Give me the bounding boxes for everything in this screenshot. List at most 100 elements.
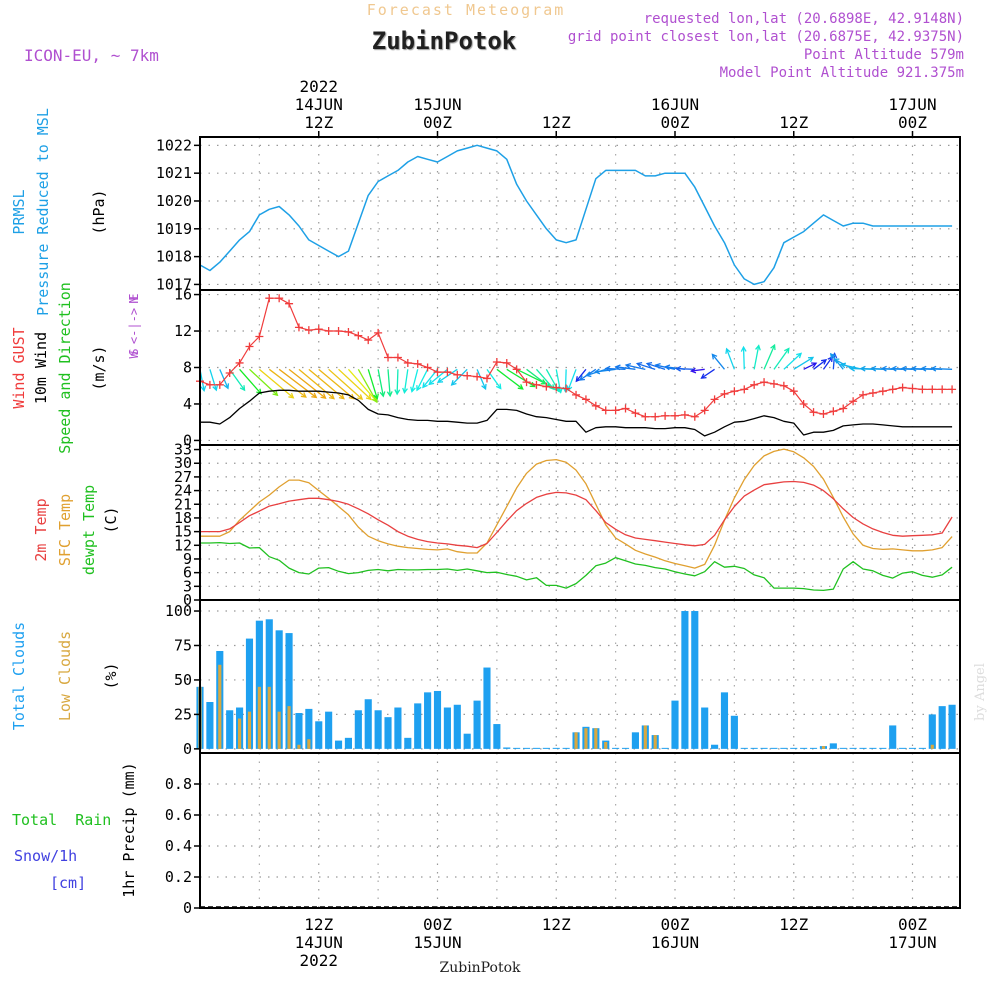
low-cloud-bar bbox=[257, 686, 261, 749]
wind-arrow bbox=[575, 368, 587, 382]
wind-arrow-head bbox=[614, 364, 621, 371]
sfc-temp-line bbox=[200, 448, 953, 569]
y-tick-label: 1020 bbox=[156, 192, 192, 210]
y-tick-label: 24 bbox=[174, 482, 192, 500]
wind-arrow-head bbox=[200, 385, 207, 392]
low-cloud-bar bbox=[604, 741, 608, 749]
y-tick-label: 1021 bbox=[156, 164, 192, 182]
total-cloud-bar bbox=[226, 710, 234, 749]
gust-marker bbox=[403, 358, 412, 367]
time-label-top: 12Z bbox=[779, 113, 808, 132]
wind-arrow-head bbox=[450, 379, 457, 386]
total-cloud-bar bbox=[859, 747, 867, 749]
wind-arrow-head bbox=[394, 389, 401, 396]
total-cloud-bar bbox=[671, 700, 679, 749]
precip-ylabel: 1hr Precip (mm) bbox=[120, 762, 138, 897]
total-cloud-bar bbox=[503, 747, 511, 749]
wind-arrow-head bbox=[624, 363, 632, 369]
wind-arrow-head bbox=[654, 363, 661, 369]
y-tick-label: 1022 bbox=[156, 136, 192, 154]
gust-marker bbox=[868, 389, 877, 398]
wind-arrow-head bbox=[890, 365, 897, 372]
wind-arrow bbox=[476, 369, 487, 390]
wind-arrow bbox=[403, 369, 409, 393]
gust-marker bbox=[621, 404, 630, 413]
prmsl-desc-label: Pressure Reduced to MSL bbox=[34, 108, 52, 316]
marks-layer bbox=[196, 144, 960, 908]
wind-arrow bbox=[793, 356, 814, 370]
gust-marker bbox=[423, 363, 432, 372]
gust-marker bbox=[413, 359, 422, 368]
wind-arrow-head bbox=[870, 365, 877, 372]
gust-marker bbox=[581, 395, 590, 404]
time-label-bottom: 2022 bbox=[299, 951, 338, 970]
station-title: ZubinPotok bbox=[372, 27, 517, 55]
gust-label: Wind GUST bbox=[10, 327, 28, 408]
wind-arrow bbox=[773, 348, 790, 370]
gust-marker bbox=[938, 385, 947, 394]
wind-arrow-head bbox=[272, 390, 279, 397]
gust-marker bbox=[730, 387, 739, 396]
wind-arrow bbox=[416, 369, 429, 391]
y-tick-label: 12 bbox=[174, 536, 192, 554]
total-cloud-bar bbox=[542, 747, 550, 749]
y-tick-label: 4 bbox=[183, 395, 192, 413]
total-cloud-bar bbox=[770, 747, 778, 749]
wind-arrow-head bbox=[428, 379, 435, 386]
gust-marker bbox=[304, 326, 313, 335]
y-tick-label: 0.8 bbox=[165, 775, 192, 793]
wind-arrow bbox=[763, 344, 776, 370]
pressure-unit: (hPa) bbox=[90, 189, 108, 234]
temp2m-line bbox=[200, 480, 953, 549]
gust-marker bbox=[720, 389, 729, 398]
snow-unit-label: [cm] bbox=[50, 874, 86, 892]
y-tick-label: 50 bbox=[174, 671, 192, 689]
low-cloud-bar bbox=[930, 744, 934, 749]
wind-arrow bbox=[691, 368, 705, 372]
time-label-top: 17JUN bbox=[888, 95, 936, 114]
wind-arrow bbox=[357, 369, 378, 403]
total-cloud-bar bbox=[374, 710, 382, 749]
gust-marker bbox=[562, 384, 571, 393]
y-tick-label: 16 bbox=[174, 286, 192, 304]
total-cloud-bar bbox=[661, 747, 669, 749]
total-cloud-bar bbox=[265, 619, 273, 749]
time-label-top: 2022 bbox=[299, 77, 338, 96]
gust-marker bbox=[809, 408, 818, 417]
gust-marker bbox=[829, 407, 838, 416]
wind-arrow bbox=[555, 369, 562, 393]
total-cloud-bar bbox=[780, 747, 788, 749]
low-cloud-bar bbox=[297, 744, 301, 749]
temp2m-label: 2m Temp bbox=[32, 498, 50, 561]
gust-marker bbox=[522, 378, 531, 387]
wind-arrow bbox=[396, 369, 399, 395]
wind-arrow-head bbox=[320, 393, 327, 399]
wind-arrow-head bbox=[585, 371, 592, 378]
total-cloud-bar bbox=[443, 707, 451, 749]
total-cloud-bar bbox=[523, 747, 531, 749]
wind-arrow-head bbox=[604, 365, 611, 372]
compass-n: N bbox=[127, 296, 141, 303]
wind-arrow bbox=[711, 353, 725, 370]
gust-marker bbox=[849, 397, 858, 406]
wind-arrow-head bbox=[725, 347, 731, 354]
y-tick-label: 0.2 bbox=[165, 868, 192, 886]
time-label-top: 00Z bbox=[661, 113, 690, 132]
gust-marker bbox=[235, 358, 244, 367]
wind-arrow bbox=[377, 369, 384, 397]
low-cloud-bar bbox=[247, 711, 252, 749]
y-tick-label: 0 bbox=[183, 591, 192, 609]
wind-arrow bbox=[338, 368, 372, 400]
total-cloud-bar bbox=[612, 747, 620, 749]
time-label-top: 00Z bbox=[423, 113, 452, 132]
gust-marker bbox=[888, 385, 897, 394]
time-label-bottom: 00Z bbox=[898, 915, 927, 934]
gust-marker bbox=[769, 379, 778, 388]
gust-marker bbox=[314, 325, 323, 334]
time-label-top: 12Z bbox=[542, 113, 571, 132]
total-cloud-bar bbox=[869, 747, 877, 749]
wind-arrow-head bbox=[635, 361, 643, 368]
total-cloud-bar bbox=[928, 714, 936, 749]
wind-arrow-head bbox=[645, 361, 653, 368]
y-tick-label: 0 bbox=[183, 431, 192, 449]
